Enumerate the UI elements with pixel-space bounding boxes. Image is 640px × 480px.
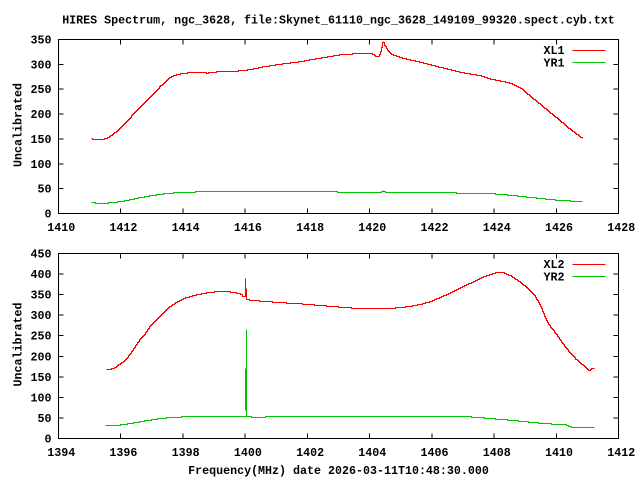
svg-text:YR2: YR2 <box>544 271 565 285</box>
svg-text:300: 300 <box>31 309 52 323</box>
svg-text:1406: 1406 <box>421 446 449 460</box>
svg-text:1410: 1410 <box>47 221 75 235</box>
svg-text:1412: 1412 <box>607 446 635 460</box>
svg-text:1418: 1418 <box>296 221 324 235</box>
svg-text:1414: 1414 <box>172 221 200 235</box>
svg-text:1410: 1410 <box>545 446 573 460</box>
svg-text:100: 100 <box>31 158 52 172</box>
svg-text:0: 0 <box>45 208 52 222</box>
svg-text:1404: 1404 <box>358 446 386 460</box>
svg-text:400: 400 <box>31 268 52 282</box>
svg-text:1426: 1426 <box>545 221 573 235</box>
svg-text:450: 450 <box>31 248 52 262</box>
svg-text:1402: 1402 <box>296 446 324 460</box>
svg-text:150: 150 <box>31 133 52 147</box>
svg-text:1416: 1416 <box>234 221 262 235</box>
svg-text:250: 250 <box>31 83 52 97</box>
svg-text:1420: 1420 <box>358 221 386 235</box>
svg-text:350: 350 <box>31 289 52 303</box>
svg-text:200: 200 <box>31 350 52 364</box>
svg-text:XL1: XL1 <box>544 44 565 58</box>
svg-text:1400: 1400 <box>234 446 262 460</box>
svg-text:1396: 1396 <box>109 446 137 460</box>
svg-text:200: 200 <box>31 108 52 122</box>
svg-text:XL2: XL2 <box>544 258 565 272</box>
svg-text:Frequency(MHz) date 2026-03-11: Frequency(MHz) date 2026-03-11T10:48:30.… <box>188 464 489 478</box>
svg-text:YR1: YR1 <box>544 57 565 71</box>
svg-text:1412: 1412 <box>109 221 137 235</box>
svg-text:100: 100 <box>31 391 52 405</box>
svg-text:150: 150 <box>31 371 52 385</box>
svg-text:0: 0 <box>45 433 52 447</box>
svg-text:50: 50 <box>38 412 52 426</box>
svg-text:50: 50 <box>38 183 52 197</box>
svg-text:1398: 1398 <box>172 446 200 460</box>
svg-text:250: 250 <box>31 330 52 344</box>
svg-text:1428: 1428 <box>607 221 635 235</box>
svg-text:350: 350 <box>31 34 52 48</box>
svg-text:300: 300 <box>31 58 52 72</box>
svg-text:1422: 1422 <box>421 221 449 235</box>
svg-text:Uncalibrated: Uncalibrated <box>12 303 26 387</box>
svg-text:1408: 1408 <box>483 446 511 460</box>
svg-text:1424: 1424 <box>483 221 511 235</box>
svg-text:1394: 1394 <box>47 446 75 460</box>
svg-text:Uncalibrated: Uncalibrated <box>12 83 26 167</box>
svg-text:HIRES Spectrum, ngc_3628, file: HIRES Spectrum, ngc_3628, file:Skynet_61… <box>62 14 615 28</box>
